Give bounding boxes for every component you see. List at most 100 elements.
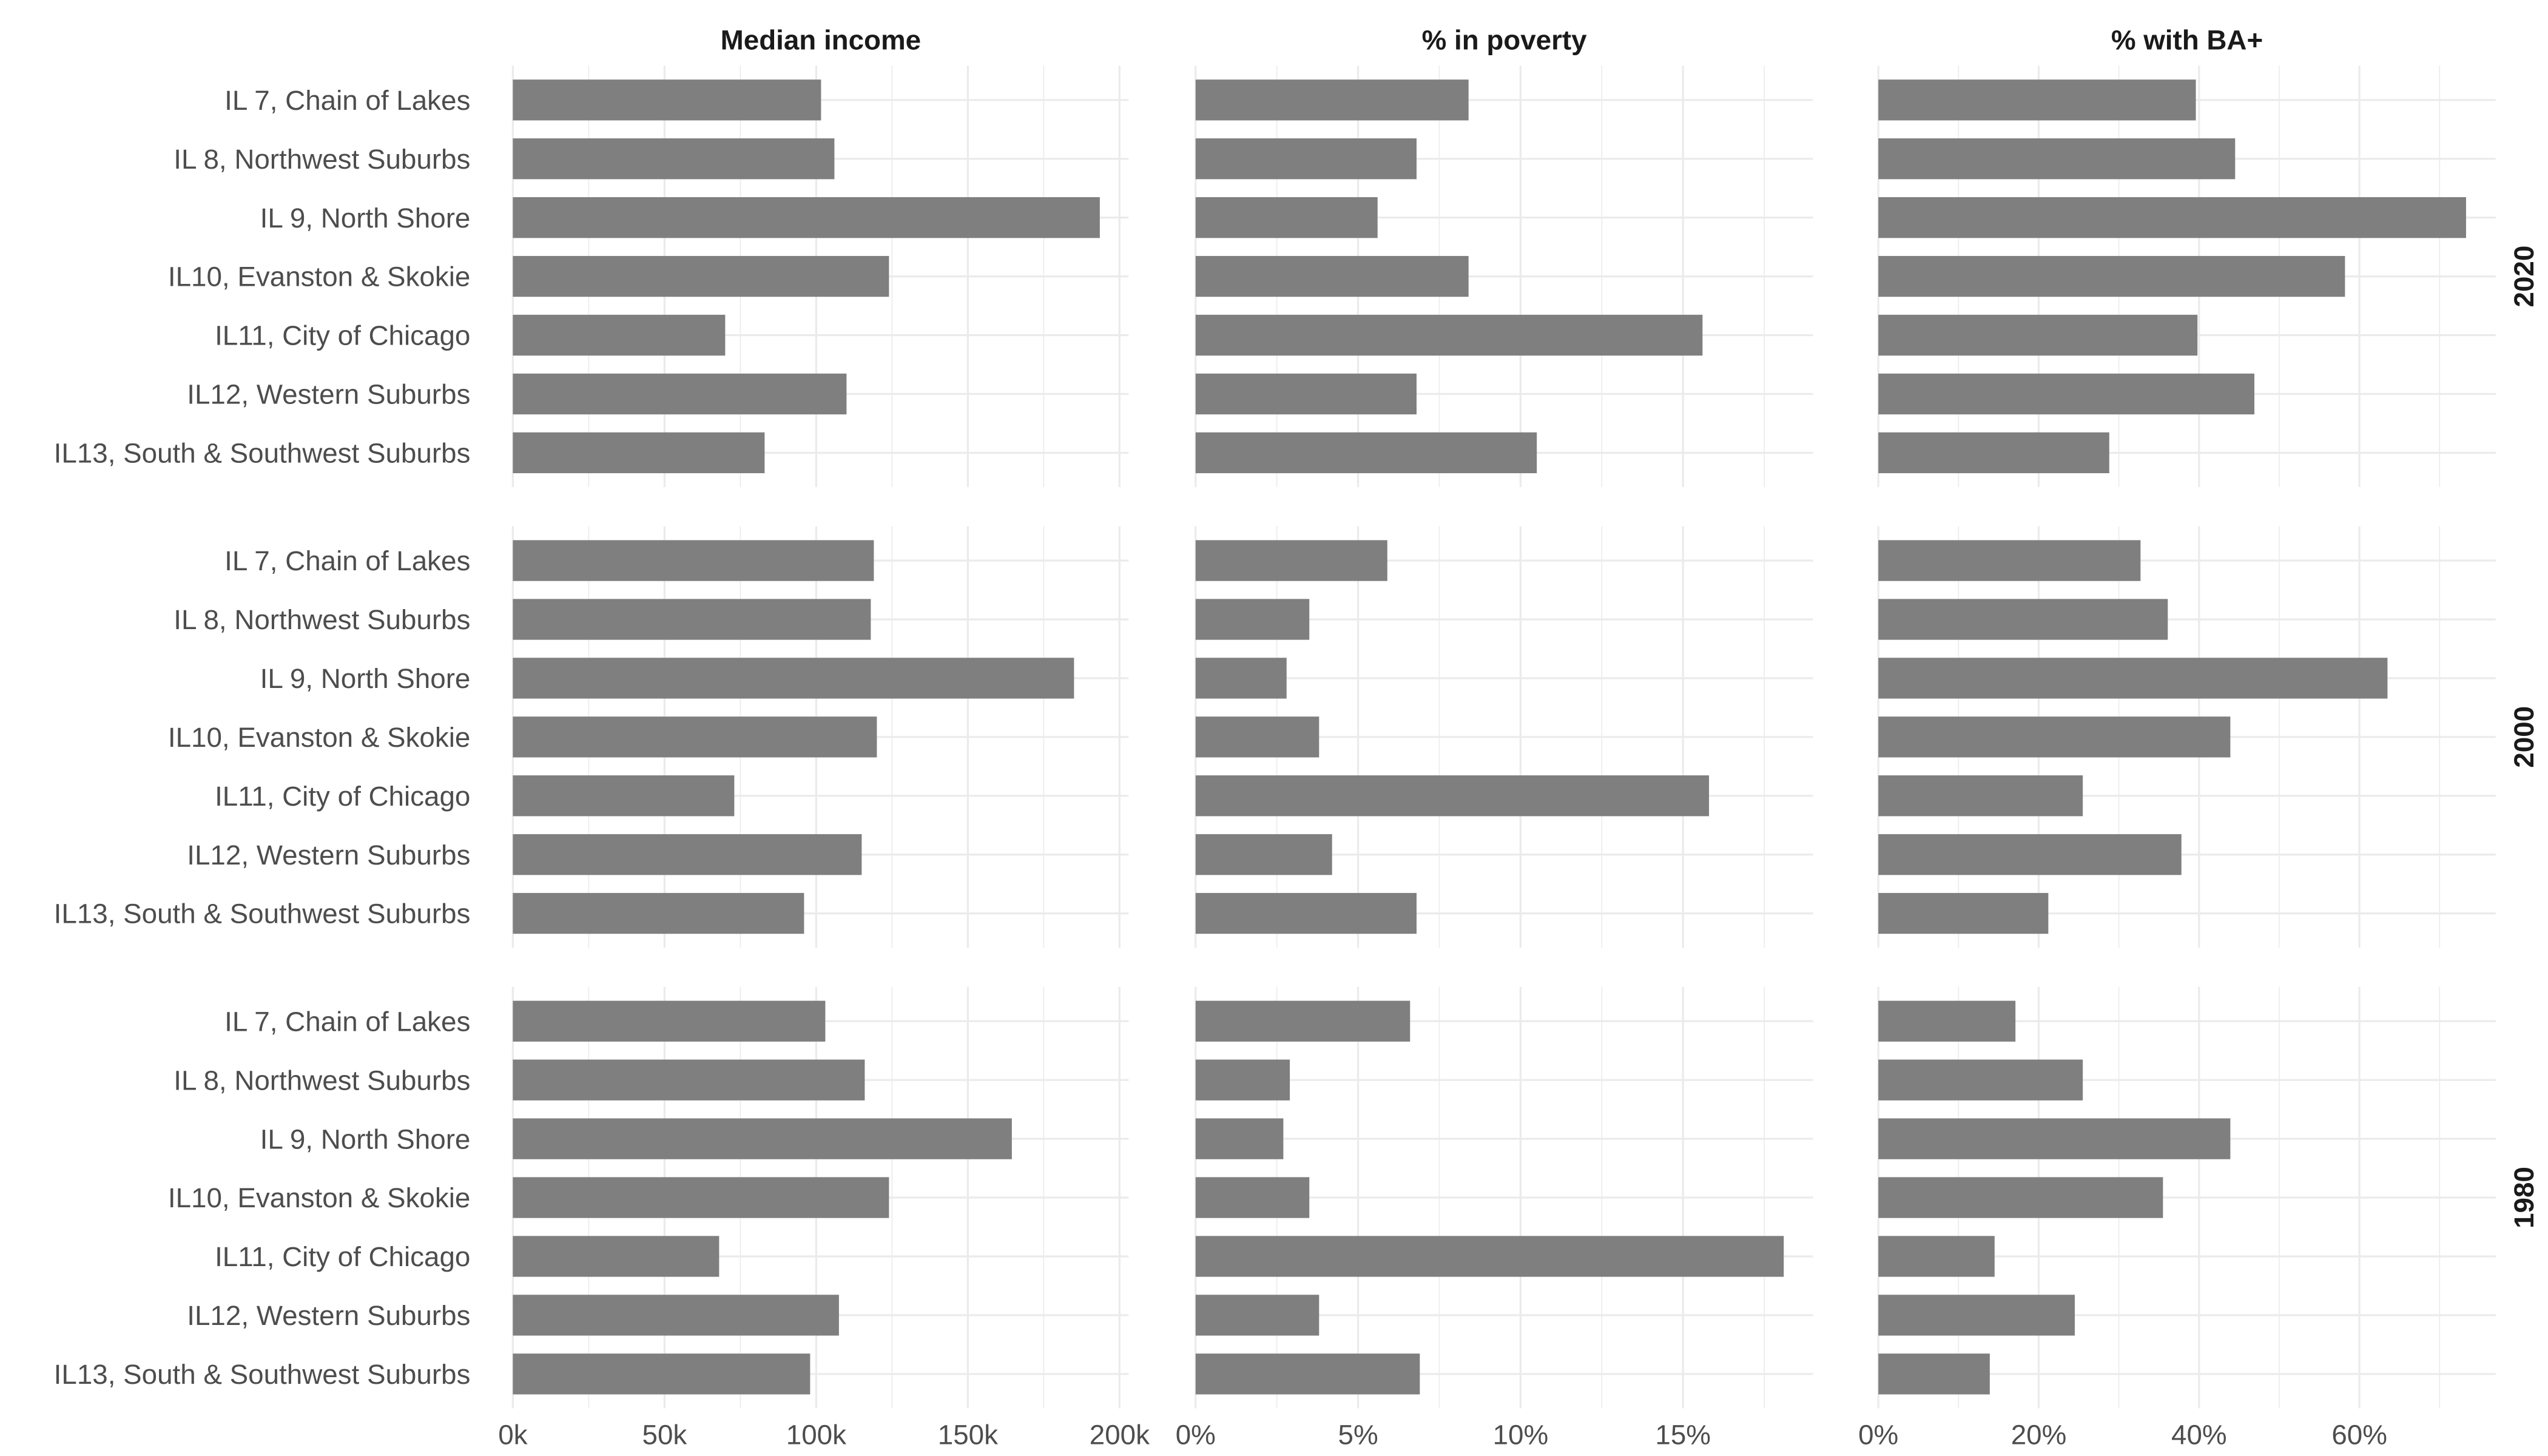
bar-0-2-5: [1878, 373, 2255, 415]
category-label: IL13, South & Southwest Suburbs: [54, 438, 471, 469]
bar-0-0-5: [513, 373, 847, 415]
bar-0-1-4: [1195, 314, 1703, 356]
category-label: IL11, City of Chicago: [215, 1241, 470, 1272]
x-tick-label: 20%: [2011, 1420, 2067, 1451]
bar-0-1-5: [1195, 373, 1417, 415]
x-tick-label: 200k: [1090, 1420, 1150, 1451]
category-label: IL 7, Chain of Lakes: [224, 1006, 470, 1037]
bar-0-2-3: [1878, 255, 2345, 297]
bar-2-1-0: [1195, 1000, 1410, 1042]
bar-0-0-3: [513, 255, 889, 297]
bar-2-2-3: [1878, 1177, 2163, 1218]
bar-0-1-6: [1195, 432, 1537, 473]
bar-2-2-5: [1878, 1295, 2075, 1336]
bar-1-0-1: [513, 599, 871, 640]
category-label: IL 8, Northwest Suburbs: [174, 1065, 470, 1096]
bar-0-2-0: [1878, 79, 2196, 121]
category-label: IL10, Evanston & Skokie: [168, 1182, 470, 1213]
column-title: Median income: [721, 24, 921, 55]
category-label: IL 7, Chain of Lakes: [224, 545, 470, 576]
bar-0-1-2: [1195, 197, 1378, 238]
bar-1-1-3: [1195, 716, 1320, 758]
bar-1-0-4: [513, 775, 735, 817]
category-label: IL 9, North Shore: [260, 203, 471, 234]
bar-2-0-1: [513, 1059, 865, 1100]
category-label: IL12, Western Suburbs: [187, 840, 470, 871]
bar-2-1-3: [1195, 1177, 1310, 1218]
bar-0-0-6: [513, 432, 765, 473]
bar-2-1-5: [1195, 1295, 1320, 1336]
bar-1-0-3: [513, 716, 877, 758]
bar-2-0-5: [513, 1295, 839, 1336]
bar-0-0-4: [513, 314, 726, 356]
category-label: IL 8, Northwest Suburbs: [174, 144, 470, 175]
x-tick-label: 15%: [1655, 1420, 1711, 1451]
bar-2-0-2: [513, 1118, 1012, 1159]
bar-1-1-6: [1195, 892, 1417, 934]
bar-1-0-0: [513, 540, 874, 581]
bar-0-2-1: [1878, 138, 2236, 180]
bar-2-1-2: [1195, 1118, 1284, 1159]
bar-1-0-6: [513, 892, 804, 934]
bar-2-1-1: [1195, 1059, 1290, 1100]
x-tick-label: 5%: [1338, 1420, 1378, 1451]
bar-1-2-5: [1878, 834, 2182, 875]
bar-2-1-4: [1195, 1236, 1784, 1277]
x-tick-label: 0%: [1176, 1420, 1216, 1451]
column-title: % with BA+: [2111, 24, 2263, 55]
bar-2-0-6: [513, 1353, 811, 1395]
bar-1-2-4: [1878, 775, 2083, 817]
x-tick-label: 0%: [1858, 1420, 1898, 1451]
bar-2-0-4: [513, 1236, 720, 1277]
bar-0-2-6: [1878, 432, 2109, 473]
bar-1-1-5: [1195, 834, 1332, 875]
bar-2-2-2: [1878, 1118, 2231, 1159]
bar-1-2-3: [1878, 716, 2231, 758]
category-label: IL 8, Northwest Suburbs: [174, 604, 470, 635]
bar-0-2-2: [1878, 197, 2466, 238]
category-label: IL12, Western Suburbs: [187, 379, 470, 410]
category-label: IL11, City of Chicago: [215, 781, 470, 812]
bar-2-1-6: [1195, 1353, 1420, 1395]
bar-1-1-1: [1195, 599, 1310, 640]
x-tick-label: 10%: [1493, 1420, 1549, 1451]
category-label: IL 9, North Shore: [260, 1124, 471, 1154]
bar-2-0-0: [513, 1000, 826, 1042]
x-tick-label: 150k: [938, 1420, 998, 1451]
x-tick-label: 40%: [2171, 1420, 2227, 1451]
bar-1-0-5: [513, 834, 862, 875]
bar-0-0-0: [513, 79, 821, 121]
category-label: IL12, Western Suburbs: [187, 1300, 470, 1331]
bar-1-2-1: [1878, 599, 2168, 640]
category-label: IL 7, Chain of Lakes: [224, 85, 470, 116]
bar-1-2-0: [1878, 540, 2141, 581]
bar-2-0-3: [513, 1177, 889, 1218]
bar-0-1-0: [1195, 79, 1469, 121]
bar-0-2-4: [1878, 314, 2198, 356]
x-tick-label: 50k: [642, 1420, 687, 1451]
bar-1-1-2: [1195, 658, 1287, 699]
category-label: IL13, South & Southwest Suburbs: [54, 898, 471, 929]
bar-2-2-6: [1878, 1353, 1990, 1395]
category-label: IL10, Evanston & Skokie: [168, 261, 470, 292]
bar-0-0-1: [513, 138, 835, 180]
bar-2-2-0: [1878, 1000, 2016, 1042]
bar-1-1-0: [1195, 540, 1387, 581]
bar-2-2-1: [1878, 1059, 2083, 1100]
category-label: IL11, City of Chicago: [215, 320, 470, 351]
bar-1-1-4: [1195, 775, 1710, 817]
row-facet-label: 1980: [2509, 1167, 2540, 1228]
category-label: IL 9, North Shore: [260, 663, 471, 694]
bar-1-0-2: [513, 658, 1074, 699]
x-tick-label: 0k: [498, 1420, 527, 1451]
bar-0-1-1: [1195, 138, 1417, 180]
row-facet-label: 2020: [2509, 246, 2540, 308]
column-title: % in poverty: [1422, 24, 1588, 55]
category-label: IL10, Evanston & Skokie: [168, 722, 470, 753]
bar-0-1-3: [1195, 255, 1469, 297]
bar-1-2-6: [1878, 892, 2049, 934]
bar-2-2-4: [1878, 1236, 1995, 1277]
row-facet-label: 2000: [2509, 706, 2540, 768]
bar-1-2-2: [1878, 658, 2388, 699]
